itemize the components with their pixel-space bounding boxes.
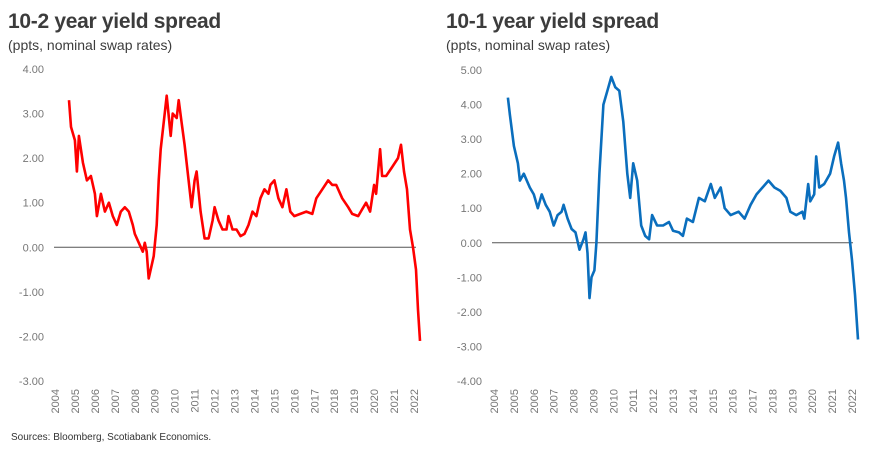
x-tick-label: 2009 [588,389,600,413]
y-tick-label: 5.00 [461,65,482,77]
x-tick-label: 2011 [190,389,202,413]
x-tick-label: 2015 [269,389,281,413]
x-tick-label: 2005 [70,389,82,413]
y-tick-label: 3.00 [23,109,44,121]
y-tick-label: -1.00 [19,287,44,299]
series-line [506,75,860,340]
x-tick-label: 2019 [787,389,799,413]
x-tick-label: 2017 [748,389,760,413]
x-tick-label: 2022 [409,389,421,413]
x-tick-label: 2022 [847,389,859,413]
x-tick-label: 2007 [549,389,561,413]
y-tick-label: -3.00 [19,376,44,388]
x-tick-label: 2017 [309,389,321,413]
x-tick-label: 2019 [349,389,361,413]
x-tick-label: 2008 [569,389,581,413]
y-tick-label: -1.00 [457,272,482,284]
sources-note: Sources: Bloomberg, Scotiabank Economics… [11,432,212,443]
y-tick-label: -4.00 [457,376,482,388]
x-tick-label: 2016 [728,389,740,413]
x-tick-label: 2020 [369,389,381,413]
x-tick-label: 2004 [489,389,501,413]
left-chart-title: 10-2 year yield spread [8,10,221,33]
y-tick-label: 1.00 [23,198,44,210]
x-tick-label: 2010 [608,389,620,413]
y-tick-label: 2.00 [461,169,482,181]
x-tick-label: 2007 [110,389,122,413]
y-tick-label: 4.00 [461,100,482,112]
x-tick-label: 2015 [708,389,720,413]
y-tick-label: -2.00 [457,307,482,319]
y-tick-label: -2.00 [19,331,44,343]
left-chart-subtitle: (ppts, nominal swap rates) [8,37,173,53]
right-chart-title: 10-1 year yield spread [446,10,659,33]
x-tick-label: 2020 [807,389,819,413]
x-tick-label: 2012 [648,389,660,413]
x-tick-label: 2005 [509,389,521,413]
x-tick-label: 2014 [249,389,261,413]
x-tick-label: 2021 [827,389,839,413]
x-tick-label: 2013 [668,389,680,413]
y-tick-label: 1.00 [461,203,482,215]
y-tick-label: 0.00 [461,238,482,250]
right-chart-subtitle: (ppts, nominal swap rates) [446,37,611,53]
y-tick-label: -3.00 [457,341,482,353]
x-tick-label: 2006 [90,389,102,413]
x-tick-label: 2009 [150,389,162,413]
x-tick-label: 2008 [130,389,142,413]
x-tick-label: 2018 [767,389,779,413]
series-line [67,94,422,341]
x-tick-label: 2013 [230,389,242,413]
x-tick-label: 2018 [329,389,341,413]
x-tick-label: 2006 [529,389,541,413]
y-tick-label: 3.00 [461,134,482,146]
x-tick-label: 2021 [389,389,401,413]
x-tick-label: 2014 [688,389,700,413]
x-tick-label: 2016 [289,389,301,413]
y-tick-label: 2.00 [23,153,44,165]
y-tick-label: 4.00 [23,64,44,76]
x-tick-label: 2004 [50,389,62,413]
y-tick-label: 0.00 [23,242,44,254]
x-tick-label: 2012 [210,389,222,413]
x-tick-label: 2011 [628,389,640,413]
x-tick-label: 2010 [170,389,182,413]
